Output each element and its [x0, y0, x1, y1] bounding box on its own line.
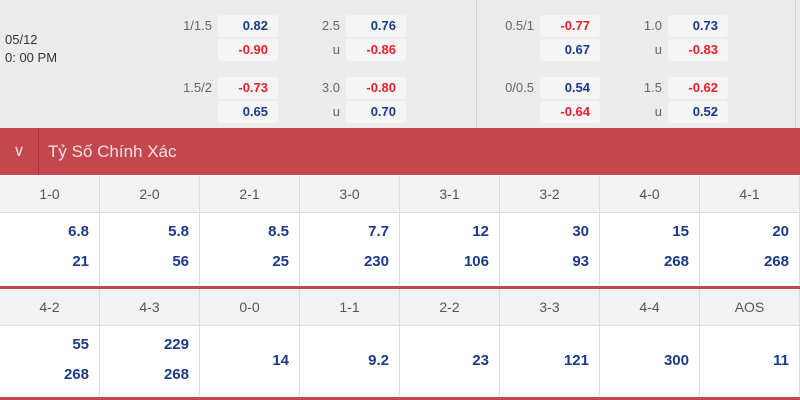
score-odds-cell[interactable]: 23 — [400, 326, 500, 396]
odds-button[interactable]: 0.76 — [346, 15, 406, 37]
odds-button[interactable]: 0.54 — [540, 77, 600, 99]
odds-value[interactable]: 5.8 — [168, 223, 189, 240]
odds-value[interactable]: 7.7 — [368, 223, 389, 240]
over-under-line: 2.5 — [321, 18, 340, 33]
odds-button[interactable]: -0.64 — [540, 101, 600, 123]
score-odds-cell[interactable]: 15 268 — [600, 213, 700, 285]
odds-value[interactable]: 268 — [63, 366, 89, 383]
odds-button[interactable]: 0.67 — [540, 39, 600, 61]
score-label: 3-2 — [500, 176, 600, 213]
handicap-line: 1.5/2 — [183, 80, 212, 95]
divider — [476, 0, 477, 128]
odds-value[interactable]: 300 — [663, 352, 689, 369]
score-label: 4-4 — [600, 289, 700, 326]
score-label: 0-0 — [200, 289, 300, 326]
odds-value[interactable]: 25 — [272, 253, 289, 270]
score-label: 2-1 — [200, 176, 300, 213]
odds-value[interactable]: 229 — [163, 336, 189, 353]
score-odds-cell[interactable]: 11 — [700, 326, 800, 396]
odds-button[interactable]: -0.90 — [218, 39, 278, 61]
handicap-line: 0/0.5 — [505, 80, 534, 95]
odds-button[interactable]: -0.73 — [218, 77, 278, 99]
odds-value[interactable]: 230 — [363, 253, 389, 270]
score-odds-cell[interactable]: 20 268 — [700, 213, 800, 285]
over-under-line: 1.5 — [643, 80, 662, 95]
odds-value[interactable]: 20 — [772, 223, 789, 240]
score-label: 2-0 — [100, 176, 200, 213]
odds-value[interactable]: 268 — [663, 253, 689, 270]
odds-button[interactable]: -0.80 — [346, 77, 406, 99]
odds-value[interactable]: 121 — [563, 352, 589, 369]
odds-button[interactable]: 0.52 — [668, 101, 728, 123]
score-odds-cell[interactable]: 14 — [200, 326, 300, 396]
score-label: 2-2 — [400, 289, 500, 326]
score-odds-cell[interactable]: 9.2 — [300, 326, 400, 396]
match-datetime: 05/12 0: 00 PM — [5, 31, 57, 67]
odds-value[interactable]: 11 — [773, 352, 789, 369]
score-odds-cell[interactable]: 8.5 25 — [200, 213, 300, 285]
odds-value[interactable]: 23 — [472, 352, 489, 369]
score-label: 4-0 — [600, 176, 700, 213]
odds-value[interactable]: 93 — [572, 253, 589, 270]
score-label: 3-1 — [400, 176, 500, 213]
odds-button[interactable]: -0.77 — [540, 15, 600, 37]
score-odds-cell[interactable]: 6.8 21 — [0, 213, 100, 285]
score-odds-cell[interactable]: 300 — [600, 326, 700, 396]
score-odds-cell[interactable]: 229 268 — [100, 326, 200, 396]
score-odds-cell[interactable]: 7.7 230 — [300, 213, 400, 285]
score-odds-cell[interactable]: 55 268 — [0, 326, 100, 396]
under-label: u — [654, 42, 662, 57]
odds-button[interactable]: -0.86 — [346, 39, 406, 61]
score-label: 4-2 — [0, 289, 100, 326]
odds-value[interactable]: 8.5 — [268, 223, 289, 240]
score-odds-cell[interactable]: 121 — [500, 326, 600, 396]
odds-value[interactable]: 9.2 — [368, 352, 389, 369]
odds-button[interactable]: 0.65 — [218, 101, 278, 123]
odds-value[interactable]: 30 — [572, 223, 589, 240]
row-divider — [0, 397, 800, 400]
odds-value[interactable]: 6.8 — [68, 223, 89, 240]
odds-value[interactable]: 15 — [672, 223, 689, 240]
chevron-down-icon[interactable]: ∨ — [0, 128, 39, 175]
over-under-line: 3.0 — [321, 80, 340, 95]
odds-value[interactable]: 268 — [163, 366, 189, 383]
score-label: 4-1 — [700, 176, 800, 213]
odds-button[interactable]: 0.70 — [346, 101, 406, 123]
odds-value[interactable]: 12 — [472, 223, 489, 240]
under-label: u — [654, 104, 662, 119]
score-odds-cell[interactable]: 5.8 56 — [100, 213, 200, 285]
match-time: 0: 00 PM — [5, 50, 58, 65]
odds-button[interactable]: -0.83 — [668, 39, 728, 61]
under-label: u — [332, 104, 340, 119]
odds-button[interactable]: 0.82 — [218, 15, 278, 37]
score-label: 1-0 — [0, 176, 100, 213]
odds-value[interactable]: 14 — [272, 352, 289, 369]
handicap-line: 1/1.5 — [183, 18, 212, 33]
odds-value[interactable]: 268 — [763, 253, 789, 270]
score-odds-cell[interactable]: 12 106 — [400, 213, 500, 285]
odds-value[interactable]: 55 — [72, 336, 89, 353]
row-divider — [0, 286, 800, 289]
over-under-line: 1.0 — [643, 18, 662, 33]
odds-panel: 05/12 0: 00 PM 1/1.5 0.82 -0.90 2.5 u 0.76 -0.… — [0, 0, 800, 128]
handicap-line: 0.5/1 — [505, 18, 534, 33]
section-title: Tỷ Số Chính Xác — [48, 142, 177, 161]
score-label: 1-1 — [300, 289, 400, 326]
divider — [795, 0, 796, 128]
odds-value[interactable]: 21 — [72, 253, 89, 270]
odds-value[interactable]: 56 — [172, 253, 189, 270]
score-label: 3-3 — [500, 289, 600, 326]
score-label: AOS — [700, 289, 800, 326]
odds-button[interactable]: 0.73 — [668, 15, 728, 37]
under-label: u — [332, 42, 340, 57]
score-odds-cell[interactable]: 30 93 — [500, 213, 600, 285]
odds-value[interactable]: 106 — [463, 253, 489, 270]
match-date: 05/12 — [5, 32, 38, 47]
section-header-correct-score[interactable]: ∨ Tỷ Số Chính Xác — [0, 128, 800, 175]
score-label: 3-0 — [300, 176, 400, 213]
score-label: 4-3 — [100, 289, 200, 326]
odds-button[interactable]: -0.62 — [668, 77, 728, 99]
